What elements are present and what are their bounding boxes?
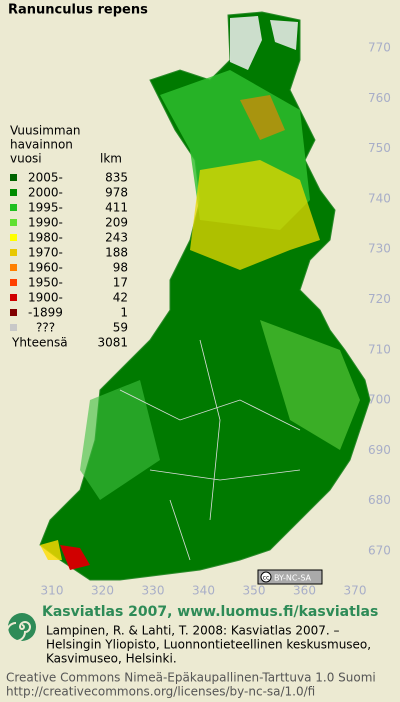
legend-swatch [10, 324, 17, 331]
finland-map [39, 11, 371, 581]
y-grid-label: 680 [368, 493, 391, 507]
legend-swatch [10, 309, 17, 316]
legend-label: 1980- [28, 231, 63, 245]
legend-label: 1970- [28, 246, 63, 260]
y-grid-label: 670 [368, 544, 391, 558]
y-grid-label: 690 [368, 443, 391, 457]
license: Creative Commons Nimeä-Epäkaupallinen-Ta… [6, 671, 376, 699]
map-title: Ranunculus repens [8, 3, 148, 18]
legend-swatch [10, 219, 17, 226]
total-label: Yhteensä [11, 336, 68, 350]
x-grid-label: 350 [243, 584, 266, 598]
legend-swatch [10, 279, 17, 286]
y-grid-label: 750 [368, 141, 391, 155]
legend-count: 98 [113, 261, 128, 275]
svg-text:cc: cc [263, 575, 270, 582]
legend-count: 243 [105, 231, 128, 245]
brand: Kasviatlas 2007, www.luomus.fi/kasviatla… [42, 604, 378, 620]
legend-count: 42 [113, 291, 128, 305]
legend-heading: vuosi [10, 152, 42, 166]
legend-swatch [10, 234, 17, 241]
y-grid-label: 710 [368, 342, 391, 356]
legend-swatch [10, 249, 17, 256]
legend-swatch [10, 189, 17, 196]
license-line: Creative Commons Nimeä-Epäkaupallinen-Ta… [6, 671, 376, 685]
legend-label: 1950- [28, 276, 63, 290]
legend-swatch [10, 294, 17, 301]
y-grid-label: 770 [368, 41, 391, 55]
legend-heading: havainnon [10, 138, 73, 152]
citation-line: Lampinen, R. & Lahti, T. 2008: Kasviatla… [46, 624, 340, 638]
legend-label: 1960- [28, 261, 63, 275]
legend-label: 1990- [28, 216, 63, 230]
legend-label: 1900- [28, 291, 63, 305]
y-grid-label: 730 [368, 242, 391, 256]
legend-count: 59 [113, 321, 128, 335]
total: 3081 [97, 336, 128, 350]
legend-count: 1 [120, 306, 128, 320]
x-grid-label: 320 [91, 584, 114, 598]
logo [6, 613, 36, 642]
legend-count: 17 [113, 276, 128, 290]
legend-label: -1899 [28, 306, 63, 320]
legend-swatch [10, 174, 17, 181]
x-grid-label: 310 [41, 584, 64, 598]
cc-badge: cc BY-NC-SA [257, 569, 323, 585]
legend-label: ??? [36, 321, 55, 335]
citation-line: Helsingin Yliopisto, Luonnontieteellinen… [46, 638, 371, 652]
legend-count: 978 [105, 186, 128, 200]
citation: Lampinen, R. & Lahti, T. 2008: Kasviatla… [46, 624, 371, 666]
legend-count: 209 [105, 216, 128, 230]
y-grid-label: 720 [368, 292, 391, 306]
legend-heading: Vuusimman [10, 124, 81, 138]
license-line: http://creativecommons.org/licenses/by-n… [6, 685, 315, 699]
legend-swatch [10, 264, 17, 271]
x-grid-label: 340 [192, 584, 215, 598]
badge-text: BY-NC-SA [274, 574, 312, 583]
legend-label: 2000- [28, 186, 63, 200]
x-grid-label: 370 [344, 584, 367, 598]
legend-swatch [10, 204, 17, 211]
count-heading: lkm [100, 152, 122, 166]
legend-label: 2005- [28, 171, 63, 185]
y-grid-label: 760 [368, 91, 391, 105]
y-grid-label: 740 [368, 191, 391, 205]
map-grid-labels: 770 760 750 740 730 720 710 700 690 680 670 310 320 3… [41, 41, 391, 598]
legend-count: 411 [105, 201, 128, 215]
x-grid-label: 360 [293, 584, 316, 598]
legend-count: 188 [105, 246, 128, 260]
x-grid-label: 330 [142, 584, 165, 598]
legend-label: 1995- [28, 201, 63, 215]
legend-count: 835 [105, 171, 128, 185]
citation-line: Kasvimuseo, Helsinki. [46, 652, 177, 666]
y-grid-label: 700 [368, 393, 391, 407]
